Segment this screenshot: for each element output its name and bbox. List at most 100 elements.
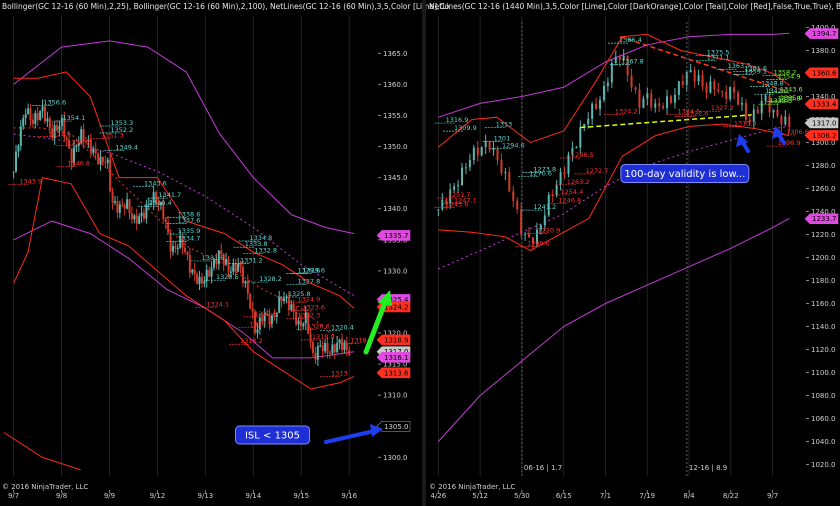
candle-body — [147, 203, 150, 205]
candle-body — [27, 108, 30, 115]
y-tick-label: 1315.0 — [383, 361, 408, 369]
candle-body — [784, 116, 787, 125]
green-arrow-head — [378, 290, 392, 306]
right-trendlines — [580, 35, 786, 129]
candle-body — [295, 312, 298, 325]
candle-body — [740, 102, 743, 105]
level-label: 1367.8 — [621, 58, 644, 66]
candle-body — [130, 213, 133, 220]
candle-body — [721, 91, 724, 93]
candle-body — [220, 250, 223, 255]
left-bollinger-bands — [3, 40, 355, 471]
candle-body — [618, 56, 621, 61]
x-tick-label: 9/14 — [245, 492, 261, 500]
candle-body — [614, 56, 617, 63]
level-label: 1241.2 — [533, 203, 556, 211]
level-label: 1313 — [331, 370, 348, 378]
candle-body — [646, 93, 649, 99]
candle-body — [457, 185, 460, 187]
level-label: 1296.9 — [778, 139, 801, 147]
level-label: 1340.4 — [149, 199, 172, 207]
band-bollinger-100-lower — [13, 220, 355, 359]
x-tick-label: 9/16 — [341, 492, 357, 500]
candle-body — [77, 142, 80, 146]
level-label: 1313 — [496, 121, 513, 129]
candle-body — [152, 192, 155, 204]
candle-body — [484, 141, 487, 148]
candle-body — [106, 159, 109, 163]
price-tag-label: 1233.7 — [812, 215, 837, 223]
level-label: 1209.6 — [527, 239, 550, 247]
green-arrow-shaft — [363, 297, 389, 355]
x-tick-label: 9/8 — [56, 492, 67, 500]
candle-body — [210, 267, 213, 277]
level-label: 1349.4 — [115, 143, 138, 151]
candle-body — [638, 89, 641, 108]
band-bollinger-outer-lower — [438, 217, 790, 442]
candle-body — [445, 199, 448, 204]
candle-body — [34, 113, 37, 124]
candle-body — [128, 199, 131, 214]
candle-body — [302, 323, 305, 327]
x-tick-label: 9/12 — [150, 492, 166, 500]
candle-body — [307, 312, 310, 334]
candle-body — [285, 297, 288, 299]
candle-body — [780, 115, 783, 125]
price-tag-label: 1335.7 — [384, 232, 409, 240]
candle-body — [287, 297, 290, 310]
candle-body — [89, 139, 92, 153]
candle-body — [662, 106, 665, 109]
right-copyright: © 2016 NinjaTrader, LLC — [429, 483, 515, 491]
candle-body — [595, 103, 598, 109]
candle-body — [82, 129, 85, 142]
candle-body — [12, 171, 15, 173]
candle-body — [155, 192, 158, 204]
candle-body — [516, 200, 519, 210]
price-tag — [804, 98, 839, 110]
candle-body — [764, 95, 767, 101]
level-label: 1343.6 — [780, 85, 803, 93]
candle-body — [492, 148, 495, 151]
candle-body — [234, 263, 237, 272]
level-label: 1334.8 — [250, 234, 273, 242]
candle-body — [654, 103, 657, 108]
level-label: 1323.6 — [302, 304, 325, 312]
candle-body — [167, 222, 170, 234]
y-tick-label: 1140.0 — [811, 323, 836, 331]
right-level-labels: 1386.4 1367.8 1375.51371.11363.71361.61359… — [434, 36, 809, 247]
level-label: 1313.8 — [734, 120, 757, 128]
blue-arrow-left — [736, 134, 750, 153]
candle-body — [304, 312, 307, 324]
level-label: 1324.2 — [615, 108, 638, 116]
candle-body — [336, 343, 339, 353]
candle-body — [449, 189, 452, 204]
price-tag-label: 1316.1 — [384, 354, 409, 362]
candle-body — [500, 159, 503, 174]
candle-body — [547, 195, 550, 216]
level-label: 1322.3 — [297, 312, 320, 320]
candle-body — [299, 320, 302, 327]
candle-body — [717, 89, 720, 92]
candle-body — [602, 86, 605, 100]
candle-body — [626, 55, 629, 76]
y-tick-label: 1220.0 — [811, 231, 836, 239]
y-tick-label: 1380.0 — [811, 47, 836, 55]
candle-body — [331, 344, 334, 354]
candle-body — [348, 349, 351, 356]
left-candles — [12, 99, 351, 366]
left-gridlines — [13, 16, 350, 476]
candle-body — [756, 109, 759, 114]
candle-body — [508, 172, 511, 192]
support-trendline — [580, 114, 752, 129]
candle-body — [606, 82, 609, 87]
candle-body — [729, 87, 732, 99]
candle-body — [85, 141, 88, 143]
y-tick-label: 1300.0 — [811, 139, 836, 147]
level-label: 1343.9 — [19, 177, 42, 185]
candle-body — [283, 298, 286, 302]
candle-body — [733, 87, 736, 93]
candle-body — [658, 103, 661, 107]
candle-body — [244, 281, 247, 284]
level-label: 1359.1 — [744, 68, 767, 76]
candle-body — [669, 96, 672, 103]
